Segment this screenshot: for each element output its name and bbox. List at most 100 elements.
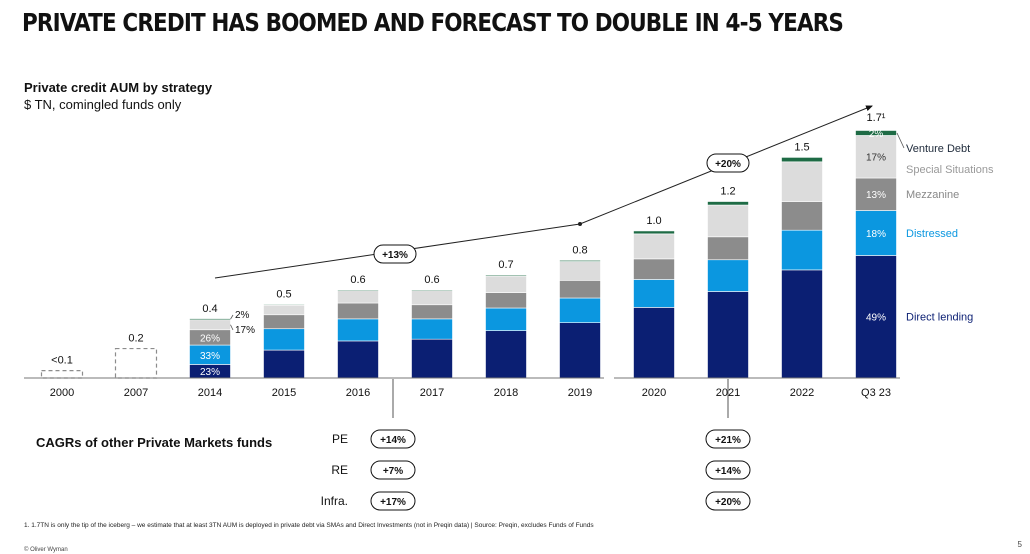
x-tick-2015: 2015 <box>272 387 296 399</box>
cagr-heading: CAGRs of other Private Markets funds <box>36 435 272 450</box>
segment-label-q3-23-venture-debt: 2% <box>869 129 884 140</box>
segment-label-q3-23-distressed: 18% <box>866 229 886 240</box>
cagr-row-label-pe: PE <box>332 432 348 446</box>
legend-leader-venture-debt <box>896 132 905 149</box>
bar-outline-2000 <box>40 370 84 379</box>
bar-segment-2017-distressed <box>411 318 453 340</box>
bar-segment-2018-mezzanine <box>485 292 527 309</box>
segment-leader-2014-venture-debt <box>230 314 234 320</box>
bar-segment-2022-distressed <box>781 229 823 271</box>
cagr-row-label-infra: Infra. <box>321 494 348 508</box>
cagr-pe-period1-label: +14% <box>380 435 406 446</box>
bar-segment-2018-direct-lending <box>485 330 527 379</box>
total-label-2017: 0.6 <box>424 274 439 286</box>
cagr-re-period1-pill <box>370 460 416 480</box>
x-tick-2016: 2016 <box>346 387 370 399</box>
bar-segment-2019-distressed <box>559 297 601 324</box>
bar-segment-q3-23-distressed <box>855 210 897 256</box>
bar-segment-2022-mezzanine <box>781 201 823 231</box>
bar-segment-2015-mezzanine <box>263 314 305 330</box>
total-label-2018: 0.7 <box>498 259 513 271</box>
cagr-pe-period2-label: +21% <box>715 435 741 446</box>
total-label-q3-23: 1.7¹ <box>867 112 886 124</box>
bar-segment-2017-mezzanine <box>411 304 453 320</box>
bar-segment-2021-special-situations <box>707 204 749 238</box>
segment-label-q3-23-direct-lending: 49% <box>866 313 886 324</box>
total-label-2016: 0.6 <box>350 274 365 286</box>
bar-segment-q3-23-venture-debt <box>855 130 897 136</box>
cagr-infra-period2-pill <box>705 491 751 511</box>
bar-segment-2022-direct-lending <box>781 269 823 379</box>
bar-segment-2017-venture-debt <box>411 289 453 291</box>
segment-label-2014-distressed: 33% <box>200 351 220 362</box>
bar-segment-2017-special-situations <box>411 290 453 306</box>
bar-segment-2018-special-situations <box>485 275 527 293</box>
cagr-pe-period2-pill <box>705 429 751 449</box>
bar-segment-2016-special-situations <box>337 290 379 304</box>
trend-cagr-2-label: +20% <box>715 159 741 170</box>
total-label-2022: 1.5 <box>794 141 809 153</box>
segment-label-2014-venture-debt: 2% <box>235 310 250 321</box>
cagr-pe-period1-pill <box>370 429 416 449</box>
x-tick-2014: 2014 <box>198 387 222 399</box>
segment-label-q3-23-mezzanine: 13% <box>866 190 886 201</box>
legend-item-distressed: Distressed <box>906 228 958 240</box>
bar-segment-2022-special-situations <box>781 161 823 202</box>
bar-segment-2014-special-situations <box>189 319 231 331</box>
segment-label-2014-direct-lending: 23% <box>200 367 220 378</box>
bar-segment-2017-direct-lending <box>411 338 453 379</box>
cagr-re-period1-label: +7% <box>383 466 403 477</box>
x-tick-2018: 2018 <box>494 387 518 399</box>
bar-segment-2020-special-situations <box>633 233 675 260</box>
bar-segment-2020-direct-lending <box>633 307 675 379</box>
bar-segment-2021-mezzanine <box>707 236 749 261</box>
trend-cagr-1-pill <box>373 244 417 264</box>
bar-segment-2018-venture-debt <box>485 274 527 277</box>
total-label-2020: 1.0 <box>646 215 661 227</box>
x-tick-q3-23: Q3 23 <box>861 387 891 399</box>
legend-item-special-situations: Special Situations <box>906 164 994 176</box>
segment-leader-2014-special-situations <box>230 324 234 331</box>
bar-segment-2015-special-situations <box>263 304 305 316</box>
trend-cagr-1-label: +13% <box>382 250 408 261</box>
page-title: PRIVATE CREDIT HAS BOOMED AND FORECAST T… <box>22 8 844 37</box>
x-tick-2007: 2007 <box>124 387 148 399</box>
x-tick-2019: 2019 <box>568 387 592 399</box>
x-tick-2000: 2000 <box>50 387 74 399</box>
bar-outline-2007 <box>114 347 158 379</box>
bar-segment-2016-mezzanine <box>337 302 379 320</box>
trend-arrow-joint <box>578 222 582 226</box>
bar-segment-2015-distressed <box>263 328 305 351</box>
x-tick-2020: 2020 <box>642 387 666 399</box>
total-label-2021: 1.2 <box>720 186 735 198</box>
bar-segment-2020-mezzanine <box>633 258 675 280</box>
bar-segment-2019-mezzanine <box>559 280 601 299</box>
cagr-infra-period1-pill <box>370 491 416 511</box>
bar-segment-2016-venture-debt <box>337 289 379 291</box>
bar-segment-2014-venture-debt <box>189 318 231 321</box>
bar-segment-2016-direct-lending <box>337 340 379 379</box>
footnote: 1. 1.7TN is only the tip of the iceberg … <box>24 522 594 529</box>
bar-segment-2019-direct-lending <box>559 322 601 379</box>
x-tick-2022: 2022 <box>790 387 814 399</box>
bar-segment-q3-23-mezzanine <box>855 177 897 211</box>
total-label-2015: 0.5 <box>276 288 291 300</box>
trend-cagr-2-pill <box>706 153 750 173</box>
legend-item-direct-lending: Direct lending <box>906 312 973 324</box>
page-number: 5 <box>1017 540 1022 549</box>
bar-segment-2015-direct-lending <box>263 349 305 379</box>
bar-segment-2021-venture-debt <box>707 201 749 206</box>
segment-label-q3-23-special-situations: 17% <box>866 153 886 164</box>
bar-segment-2020-distressed <box>633 279 675 308</box>
bar-segment-2016-distressed <box>337 318 379 342</box>
bar-segment-2022-venture-debt <box>781 157 823 163</box>
cagr-re-period2-pill <box>705 460 751 480</box>
bar-segment-2019-venture-debt <box>559 260 601 262</box>
bar-segment-2020-venture-debt <box>633 230 675 235</box>
legend-item-mezzanine: Mezzanine <box>906 189 959 201</box>
bar-segment-q3-23-special-situations <box>855 135 897 179</box>
bar-segment-2021-distressed <box>707 259 749 292</box>
total-label-2007: 0.2 <box>128 333 143 345</box>
trend-arrow <box>214 105 873 279</box>
x-tick-2017: 2017 <box>420 387 444 399</box>
